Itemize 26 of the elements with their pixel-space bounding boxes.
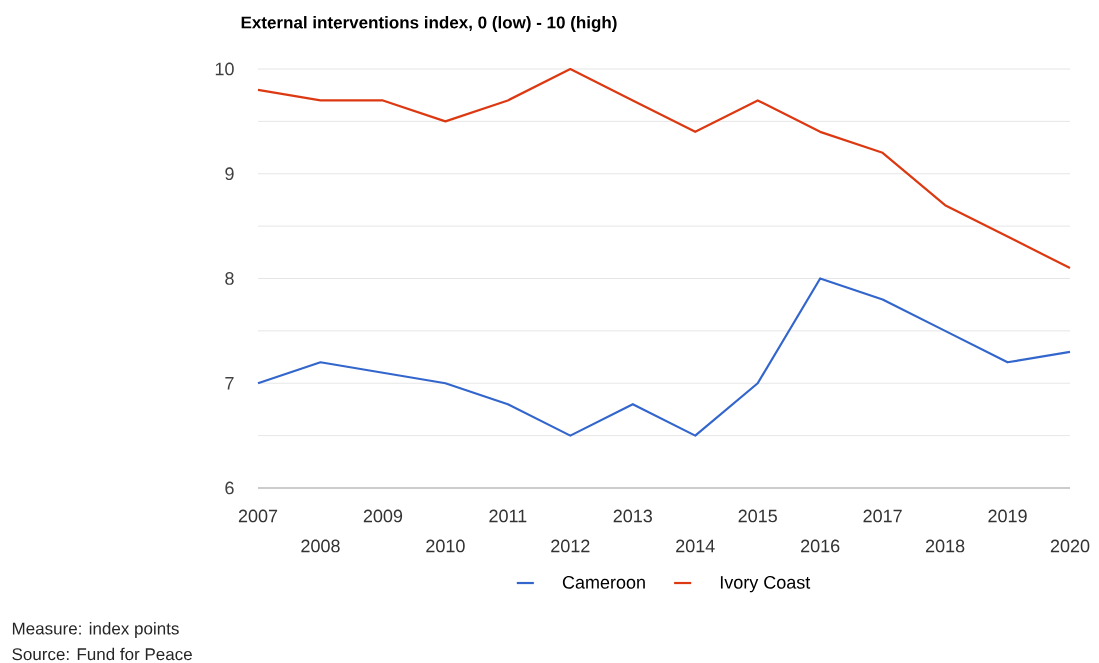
x-tick-label: 2013 <box>613 509 652 523</box>
x-tick-label: 2007 <box>238 509 278 523</box>
x-tick-label: 2016 <box>801 539 840 553</box>
y-tick-label: 8 <box>225 272 234 285</box>
x-tick-label: 2011 <box>489 509 527 523</box>
x-tick-label: 2015 <box>738 509 777 523</box>
source-note: Source: Fund for Peace <box>12 647 192 661</box>
line-series <box>256 67 1072 270</box>
legend-label: Ivory Coast <box>720 575 811 593</box>
legend-label: Cameroon <box>562 575 645 589</box>
x-tick-label: 2019 <box>988 509 1027 523</box>
line-series <box>256 277 1072 437</box>
x-tick-label: 2012 <box>551 539 590 553</box>
chart-title: External interventions index, 0 (low) - 10 (high) <box>241 16 617 32</box>
y-tick-label: 10 <box>215 62 234 76</box>
x-tick-label: 2014 <box>676 539 715 553</box>
x-tick-label: 2018 <box>925 539 965 553</box>
x-tick-label: 2009 <box>363 509 403 523</box>
y-tick-label: 7 <box>225 377 234 390</box>
text: Measure: index points <box>12 622 179 638</box>
x-tick-label: 2020 <box>1050 539 1090 553</box>
x-tick-label: 2010 <box>426 539 465 553</box>
x-tick-label: 2017 <box>863 509 902 523</box>
y-tick-label: 6 <box>225 481 234 495</box>
x-tick-label: 2008 <box>301 539 340 553</box>
y-tick-label: 9 <box>225 167 234 181</box>
